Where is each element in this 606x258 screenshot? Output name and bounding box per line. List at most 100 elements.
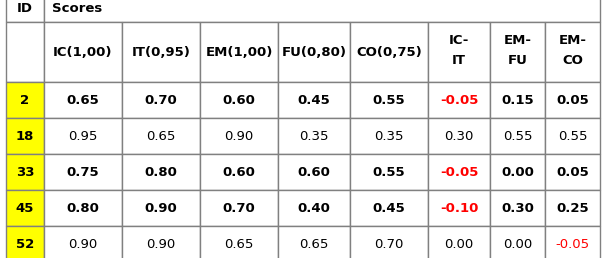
Text: -0.10: -0.10 — [440, 201, 478, 214]
Bar — [6, 22, 44, 82]
Bar — [428, 190, 490, 226]
Text: 0.45: 0.45 — [298, 93, 330, 107]
Text: 0.30: 0.30 — [444, 130, 474, 142]
Text: -0.05: -0.05 — [440, 93, 478, 107]
Bar — [200, 190, 278, 226]
Text: 0.25: 0.25 — [556, 201, 589, 214]
Text: 0.95: 0.95 — [68, 130, 98, 142]
Bar — [278, 82, 350, 118]
Text: 0.00: 0.00 — [503, 238, 532, 251]
Text: 0.55: 0.55 — [503, 130, 532, 142]
Text: 0.65: 0.65 — [299, 238, 328, 251]
Bar — [490, 226, 545, 258]
Bar — [6, 154, 44, 190]
Text: 0.35: 0.35 — [299, 130, 328, 142]
Text: EM(1,00): EM(1,00) — [205, 45, 273, 59]
Text: Scores: Scores — [52, 3, 102, 15]
Bar — [122, 118, 200, 154]
Text: 0.90: 0.90 — [68, 238, 98, 251]
Text: IC-: IC- — [449, 34, 469, 46]
Text: -0.05: -0.05 — [556, 238, 590, 251]
Text: 2: 2 — [21, 93, 30, 107]
Text: 45: 45 — [16, 201, 34, 214]
Bar — [122, 22, 200, 82]
Bar — [350, 154, 428, 190]
Text: 0.05: 0.05 — [556, 165, 589, 179]
Text: 0.80: 0.80 — [145, 165, 178, 179]
Text: 0.55: 0.55 — [558, 130, 587, 142]
Bar — [278, 226, 350, 258]
Text: 0.65: 0.65 — [224, 238, 254, 251]
Bar — [350, 118, 428, 154]
Bar — [490, 118, 545, 154]
Text: 0.55: 0.55 — [373, 93, 405, 107]
Text: 33: 33 — [16, 165, 35, 179]
Text: 0.80: 0.80 — [67, 201, 99, 214]
Text: IT(0,95): IT(0,95) — [132, 45, 190, 59]
Text: 18: 18 — [16, 130, 34, 142]
Bar — [6, 190, 44, 226]
Text: -0.05: -0.05 — [440, 165, 478, 179]
Bar — [44, 82, 122, 118]
Text: 0.75: 0.75 — [67, 165, 99, 179]
Bar — [545, 82, 600, 118]
Bar — [6, 118, 44, 154]
Text: 0.00: 0.00 — [501, 165, 534, 179]
Bar — [44, 22, 122, 82]
Text: 0.40: 0.40 — [298, 201, 330, 214]
Bar — [428, 22, 490, 82]
Bar — [350, 226, 428, 258]
Text: 0.55: 0.55 — [373, 165, 405, 179]
Bar — [44, 226, 122, 258]
Bar — [122, 226, 200, 258]
Bar — [350, 82, 428, 118]
Bar — [44, 190, 122, 226]
Bar — [200, 118, 278, 154]
Text: ID: ID — [17, 3, 33, 15]
Bar — [545, 226, 600, 258]
Text: 0.30: 0.30 — [501, 201, 534, 214]
Bar — [122, 154, 200, 190]
Text: 0.05: 0.05 — [556, 93, 589, 107]
Bar — [428, 82, 490, 118]
Text: 0.70: 0.70 — [375, 238, 404, 251]
Text: 0.65: 0.65 — [67, 93, 99, 107]
Bar — [545, 154, 600, 190]
Text: IC(1,00): IC(1,00) — [53, 45, 113, 59]
Bar — [6, 0, 44, 22]
Bar — [350, 190, 428, 226]
Text: 0.90: 0.90 — [147, 238, 176, 251]
Bar — [6, 82, 44, 118]
Text: 0.45: 0.45 — [373, 201, 405, 214]
Bar — [200, 82, 278, 118]
Text: 0.60: 0.60 — [222, 165, 256, 179]
Bar — [428, 226, 490, 258]
Bar — [428, 154, 490, 190]
Bar — [490, 190, 545, 226]
Text: 0.65: 0.65 — [146, 130, 176, 142]
Bar — [278, 22, 350, 82]
Text: EM-: EM- — [559, 34, 587, 46]
Text: 0.70: 0.70 — [222, 201, 255, 214]
Text: 0.90: 0.90 — [145, 201, 178, 214]
Bar — [122, 190, 200, 226]
Text: 0.00: 0.00 — [444, 238, 474, 251]
Bar — [278, 118, 350, 154]
Text: 0.60: 0.60 — [298, 165, 330, 179]
Text: FU(0,80): FU(0,80) — [282, 45, 347, 59]
Bar — [6, 226, 44, 258]
Text: 0.70: 0.70 — [145, 93, 178, 107]
Text: EM-: EM- — [504, 34, 531, 46]
Bar — [44, 0, 600, 22]
Bar — [545, 118, 600, 154]
Text: IT: IT — [452, 54, 466, 68]
Bar — [278, 154, 350, 190]
Text: 0.15: 0.15 — [501, 93, 534, 107]
Bar — [490, 154, 545, 190]
Text: 0.60: 0.60 — [222, 93, 256, 107]
Bar — [428, 118, 490, 154]
Bar — [44, 118, 122, 154]
Bar — [44, 154, 122, 190]
Bar — [200, 226, 278, 258]
Text: CO: CO — [562, 54, 583, 68]
